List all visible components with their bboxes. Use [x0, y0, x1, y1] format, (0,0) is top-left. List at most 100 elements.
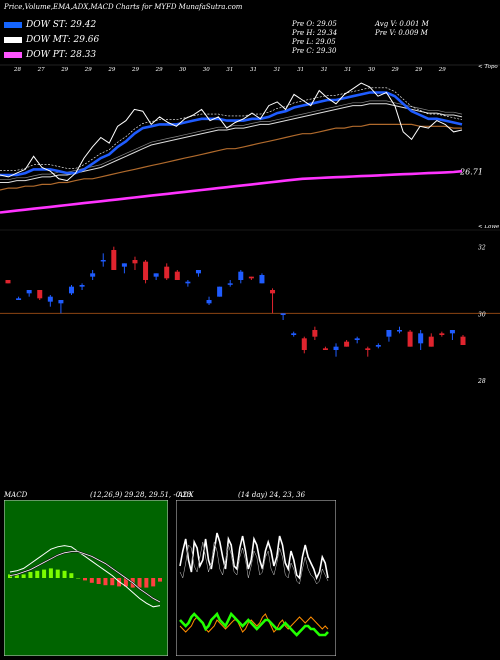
top-tick-label: 29	[391, 67, 399, 73]
candle-body	[333, 346, 339, 350]
chart-title: Price,Volume,EMA,ADX,MACD Charts for MYF…	[4, 3, 243, 11]
macd-histogram-bar	[69, 573, 74, 578]
top-tick-label: 30	[179, 67, 186, 73]
top-tick-label: 29	[131, 67, 139, 73]
macd-histogram-bar	[8, 574, 12, 578]
candle-body	[386, 330, 392, 337]
macd-histogram-bar	[151, 578, 156, 587]
adx-params: (14 day) 24, 23, 36	[238, 491, 306, 499]
stat-prev-low: Pre L: 29.05	[292, 38, 336, 46]
candle-body	[397, 330, 403, 332]
macd-histogram-bar	[137, 578, 142, 588]
top-tick-label: 30	[203, 67, 210, 73]
candle-body	[217, 286, 223, 297]
candle-body	[111, 250, 117, 270]
price-line	[0, 82, 463, 182]
adx-chart	[176, 500, 336, 656]
candle-body	[418, 333, 424, 344]
ema-fast-dotted	[0, 87, 463, 171]
legend-swatch-pt	[4, 52, 22, 58]
candle-body	[121, 263, 127, 267]
price-ema-chart: 2827292929292930303131313131313029292927…	[0, 64, 500, 214]
candle-body	[238, 271, 244, 280]
top-tick-label: 29	[60, 67, 68, 73]
candle-body	[449, 330, 455, 334]
candle-body	[344, 341, 350, 347]
top-tick-label: 31	[226, 67, 233, 73]
candle-body	[37, 290, 43, 299]
candle-body	[143, 261, 149, 280]
candle-body	[100, 260, 106, 262]
adx-label: ADX	[178, 491, 194, 499]
stat-prev-open: Pre O: 29.05	[292, 20, 337, 28]
top-tick-label: 31	[321, 67, 328, 73]
stat-avg-volume: Avg V: 0.001 M	[375, 20, 429, 28]
macd-histogram-bar	[158, 578, 162, 582]
candle-body	[460, 336, 466, 345]
candle-body	[301, 338, 307, 350]
ema-mid-line	[0, 103, 463, 183]
candle-body	[354, 338, 360, 340]
macd-histogram-bar	[28, 572, 33, 578]
candle-body	[428, 336, 434, 347]
candlestick-chart: < Lowe 32 30 28	[0, 225, 500, 385]
top-tick-label: 31	[250, 67, 257, 73]
candle-body	[153, 273, 159, 277]
candle-body	[5, 280, 11, 284]
candle-body	[174, 271, 180, 280]
candle-body	[185, 281, 191, 284]
legend-item-st: DOW ST: 29.42	[4, 20, 96, 30]
macd-histogram-bar	[110, 578, 115, 586]
macd-histogram-bar	[123, 578, 128, 587]
macd-label: MACD	[4, 491, 28, 499]
legend-item-pt: DOW PT: 28.33	[4, 50, 96, 60]
candle-body	[132, 260, 138, 264]
candle-body	[16, 298, 22, 300]
legend-label-st: DOW ST: 29.42	[26, 20, 97, 30]
candle-y-label: 28	[477, 378, 486, 385]
top-tick-label: 30	[368, 67, 375, 73]
macd-histogram-bar	[48, 568, 53, 578]
legend-label-mt: DOW MT: 29.66	[26, 35, 100, 45]
adx-background	[176, 500, 336, 656]
macd-chart	[4, 500, 168, 656]
candle-body	[248, 276, 254, 279]
top-tick-label: 29	[155, 67, 163, 73]
candle-body	[270, 290, 276, 294]
macd-signal-highlight	[9, 551, 161, 603]
candle-body	[58, 300, 64, 304]
top-tick-label: 29	[84, 67, 92, 73]
legend-label-pt: DOW PT: 28.33	[26, 50, 97, 60]
candle-body	[79, 285, 85, 287]
macd-histogram-bar	[96, 578, 101, 584]
macd-histogram-bar	[83, 578, 87, 581]
candle-body	[439, 333, 445, 335]
top-tick-label: 29	[414, 67, 422, 73]
candle-body	[90, 273, 96, 277]
candle-body	[195, 270, 201, 274]
top-tick-label: 31	[344, 67, 351, 73]
top-corner-label: < Topo	[478, 64, 498, 70]
stat-prev-close: Pre C: 29.30	[292, 47, 337, 55]
minus-di-line	[179, 541, 329, 585]
top-tick-label: 29	[107, 67, 115, 73]
candle-body	[68, 286, 74, 294]
candle-body	[365, 348, 371, 350]
candle-body	[375, 345, 381, 347]
candle-y-label: 32	[478, 245, 486, 252]
stat-prev-volume: Pre V: 0.009 M	[375, 29, 428, 37]
macd-histogram-bar	[89, 578, 94, 583]
candle-body	[47, 296, 53, 302]
candle-body	[206, 300, 212, 304]
macd-line	[9, 545, 161, 608]
candle-body	[26, 290, 32, 294]
macd-histogram-bar	[42, 569, 47, 578]
candle-body	[291, 333, 297, 335]
candle-body	[322, 348, 328, 350]
top-tick-label: 29	[438, 67, 446, 73]
ema-slow-line	[0, 123, 462, 191]
last-price-label: 26.71	[459, 167, 483, 176]
ema-long-line	[0, 169, 463, 214]
stat-prev-high: Pre H: 29.34	[292, 29, 338, 37]
macd-histogram-bar	[21, 574, 26, 578]
